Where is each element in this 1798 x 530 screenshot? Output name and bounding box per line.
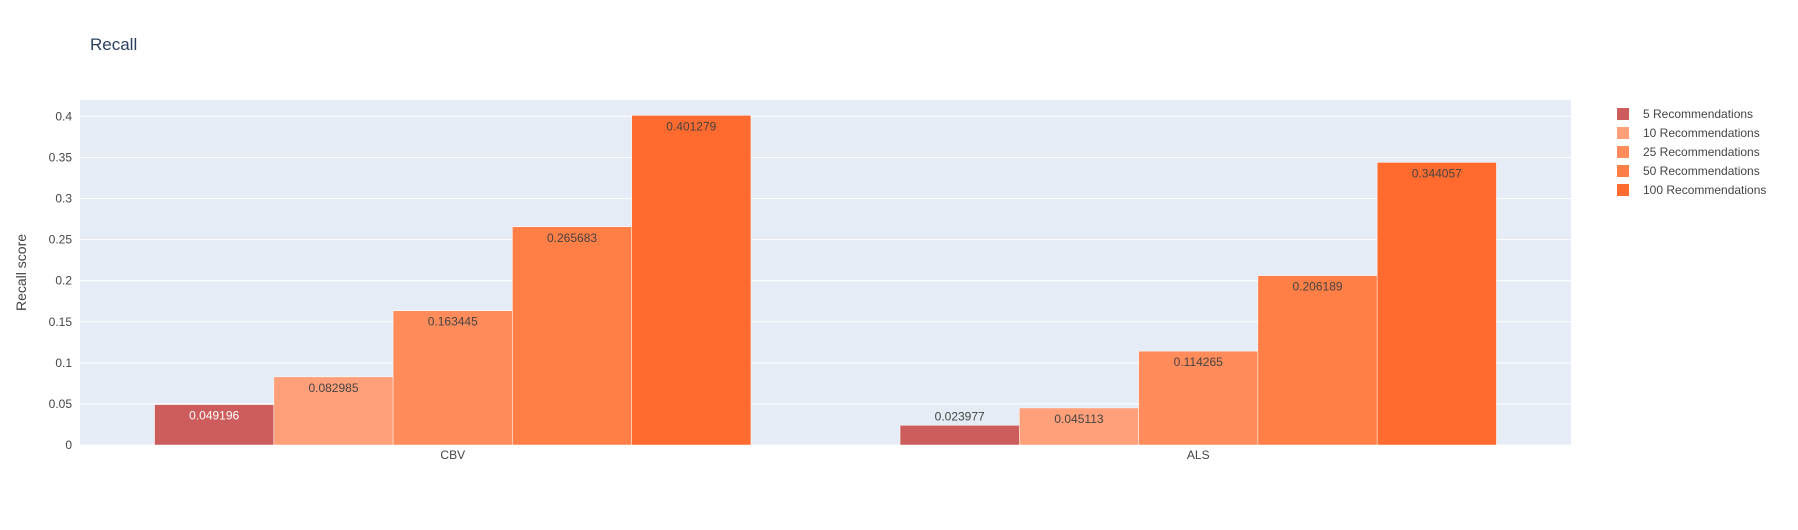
- bar-value-label: 0.023977: [935, 409, 985, 423]
- bar-value-label: 0.163445: [428, 315, 478, 329]
- bar[interactable]: [1376, 162, 1497, 446]
- legend-label: 5 Recommendations: [1643, 107, 1753, 121]
- y-tick-label: 0.2: [55, 274, 72, 288]
- bar[interactable]: [392, 310, 513, 446]
- legend-label: 100 Recommendations: [1643, 183, 1766, 197]
- x-tick-label: ALS: [1187, 448, 1210, 462]
- y-tick-label: 0.4: [55, 109, 72, 123]
- legend-item[interactable]: 5 Recommendations: [1617, 107, 1753, 121]
- bars-group: [154, 115, 1497, 446]
- legend-label: 50 Recommendations: [1643, 164, 1760, 178]
- bar-value-label: 0.344057: [1412, 166, 1462, 180]
- y-tick-label: 0.35: [49, 151, 73, 165]
- legend-item[interactable]: 50 Recommendations: [1617, 164, 1760, 178]
- bar-value-label: 0.114265: [1174, 355, 1223, 369]
- bar-value-label: 0.206189: [1292, 280, 1342, 294]
- bar[interactable]: [154, 404, 275, 446]
- legend-item[interactable]: 25 Recommendations: [1617, 145, 1760, 159]
- legend-label: 10 Recommendations: [1643, 126, 1760, 140]
- y-tick-label: 0.15: [49, 315, 73, 329]
- legend-item[interactable]: 10 Recommendations: [1617, 126, 1760, 140]
- legend-label: 25 Recommendations: [1643, 145, 1760, 159]
- y-tick-label: 0.05: [49, 397, 73, 411]
- bar[interactable]: [1257, 275, 1378, 446]
- y-tick-label: 0: [65, 438, 72, 452]
- y-tick-label: 0.25: [49, 233, 73, 247]
- legend-swatch: [1617, 108, 1629, 120]
- bar-value-label: 0.049196: [189, 409, 239, 423]
- bar[interactable]: [273, 376, 394, 446]
- legend-swatch: [1617, 165, 1629, 177]
- chart-title: Recall: [90, 35, 137, 54]
- bar-value-label: 0.265683: [547, 231, 597, 245]
- bar-value-label: 0.401279: [666, 119, 716, 133]
- legend-swatch: [1617, 184, 1629, 196]
- x-axis-ticks: CBV ALS: [440, 448, 1209, 462]
- y-tick-label: 0.3: [55, 192, 72, 206]
- bar[interactable]: [512, 226, 632, 446]
- bar-value-label: 0.045113: [1054, 412, 1103, 426]
- x-tick-label: CBV: [440, 448, 465, 462]
- y-axis-ticks: 0 0.05 0.1 0.15 0.2 0.25 0.3 0.35 0.4: [49, 109, 73, 452]
- y-tick-label: 0.1: [55, 356, 72, 370]
- legend[interactable]: 5 Recommendations 10 Recommendations 25 Re…: [1617, 107, 1766, 197]
- legend-swatch: [1617, 146, 1629, 158]
- legend-swatch: [1617, 127, 1629, 139]
- legend-item[interactable]: 100 Recommendations: [1617, 183, 1766, 197]
- bar[interactable]: [1019, 407, 1139, 446]
- y-axis-label: Recall score: [13, 234, 29, 311]
- bar-labels-group: 0.049196 0.082985 0.163445 0.265683 0.401279…: [189, 119, 1462, 426]
- bar[interactable]: [631, 115, 752, 446]
- bar-value-label: 0.082985: [308, 381, 358, 395]
- bar[interactable]: [899, 425, 1020, 446]
- bar[interactable]: [1138, 350, 1259, 446]
